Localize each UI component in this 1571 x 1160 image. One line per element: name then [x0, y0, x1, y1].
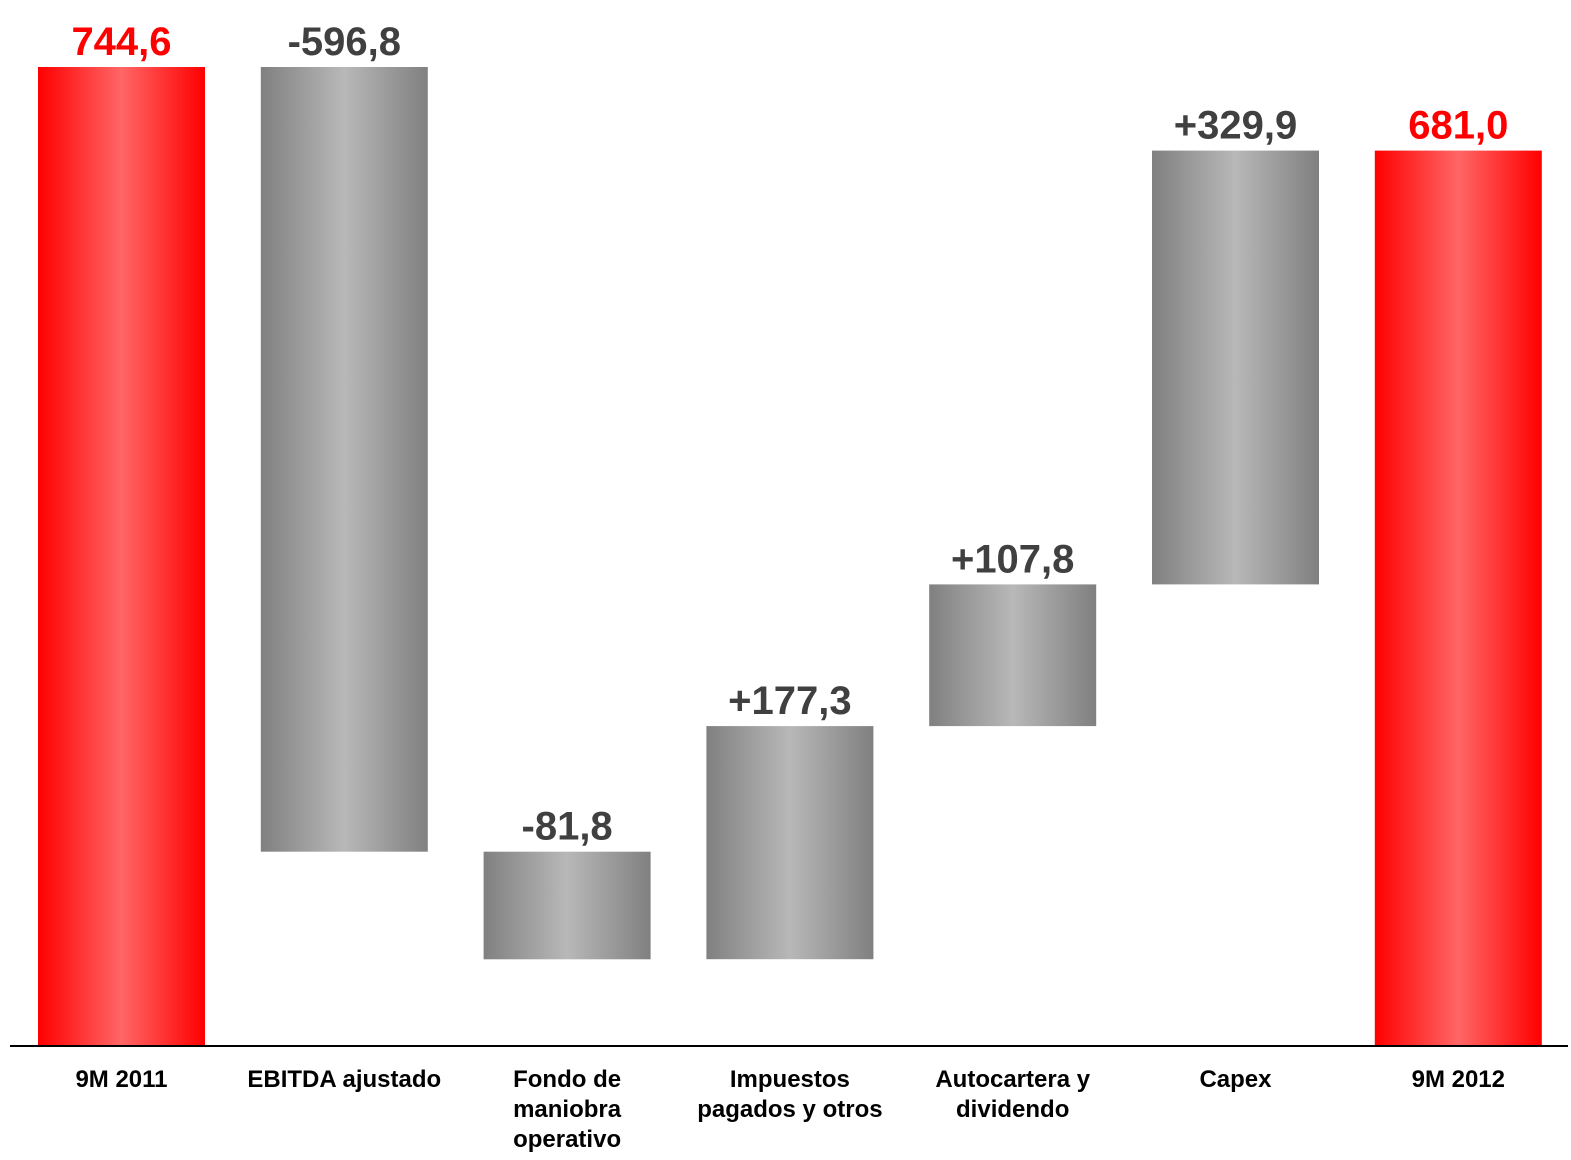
data-label-4: +177,3: [728, 679, 851, 723]
bar-7: [1374, 150, 1542, 1047]
category-label-line: maniobra: [513, 1096, 622, 1123]
category-label-line: operativo: [513, 1126, 621, 1153]
bar-6: [1152, 150, 1319, 585]
category-label-5: Autocartera y dividendo: [935, 1066, 1090, 1123]
bar-4: [706, 726, 874, 960]
bars-layer: [38, 67, 1542, 1047]
bar-2: [260, 67, 428, 852]
data-label-5: +107,8: [951, 537, 1074, 581]
bar-1: [38, 67, 205, 1046]
data-label-7: 681,0: [1408, 104, 1508, 148]
category-label-1: 9M 2011: [75, 1066, 167, 1093]
data-label-6: +329,9: [1174, 104, 1297, 148]
data-label-3: -81,8: [522, 805, 613, 849]
category-label-line: 9M 2012: [1412, 1066, 1505, 1093]
category-label-4: Impuestos pagados y otros: [697, 1066, 882, 1123]
category-label-2: EBITDA ajustado: [247, 1066, 441, 1093]
category-label-line: Impuestos: [730, 1066, 850, 1093]
category-label-6: Capex: [1199, 1066, 1272, 1093]
data-label-1: 744,6: [71, 20, 171, 64]
category-label-line: Autocartera y: [935, 1066, 1090, 1093]
category-label-line: Fondo de: [513, 1066, 621, 1093]
category-label-line: dividendo: [956, 1096, 1069, 1123]
category-label-3: Fondo de maniobra operativo: [513, 1066, 622, 1153]
value-labels-layer: 744,6 -596,8 -81,8 +177,3 +107,8 +329,9 681,0: [71, 20, 1508, 849]
category-label-line: EBITDA ajustado: [247, 1066, 441, 1093]
bar-5: [929, 584, 1097, 727]
bar-3: [483, 851, 651, 960]
category-label-line: Capex: [1199, 1066, 1272, 1093]
category-label-line: pagados y otros: [697, 1096, 882, 1123]
data-label-2: -596,8: [288, 20, 401, 64]
category-labels-layer: 9M 2011 EBITDA ajustado Fondo de maniobra op…: [75, 1066, 1505, 1153]
category-label-line: 9M 2011: [75, 1066, 167, 1093]
category-label-7: 9M 2012: [1412, 1066, 1505, 1093]
